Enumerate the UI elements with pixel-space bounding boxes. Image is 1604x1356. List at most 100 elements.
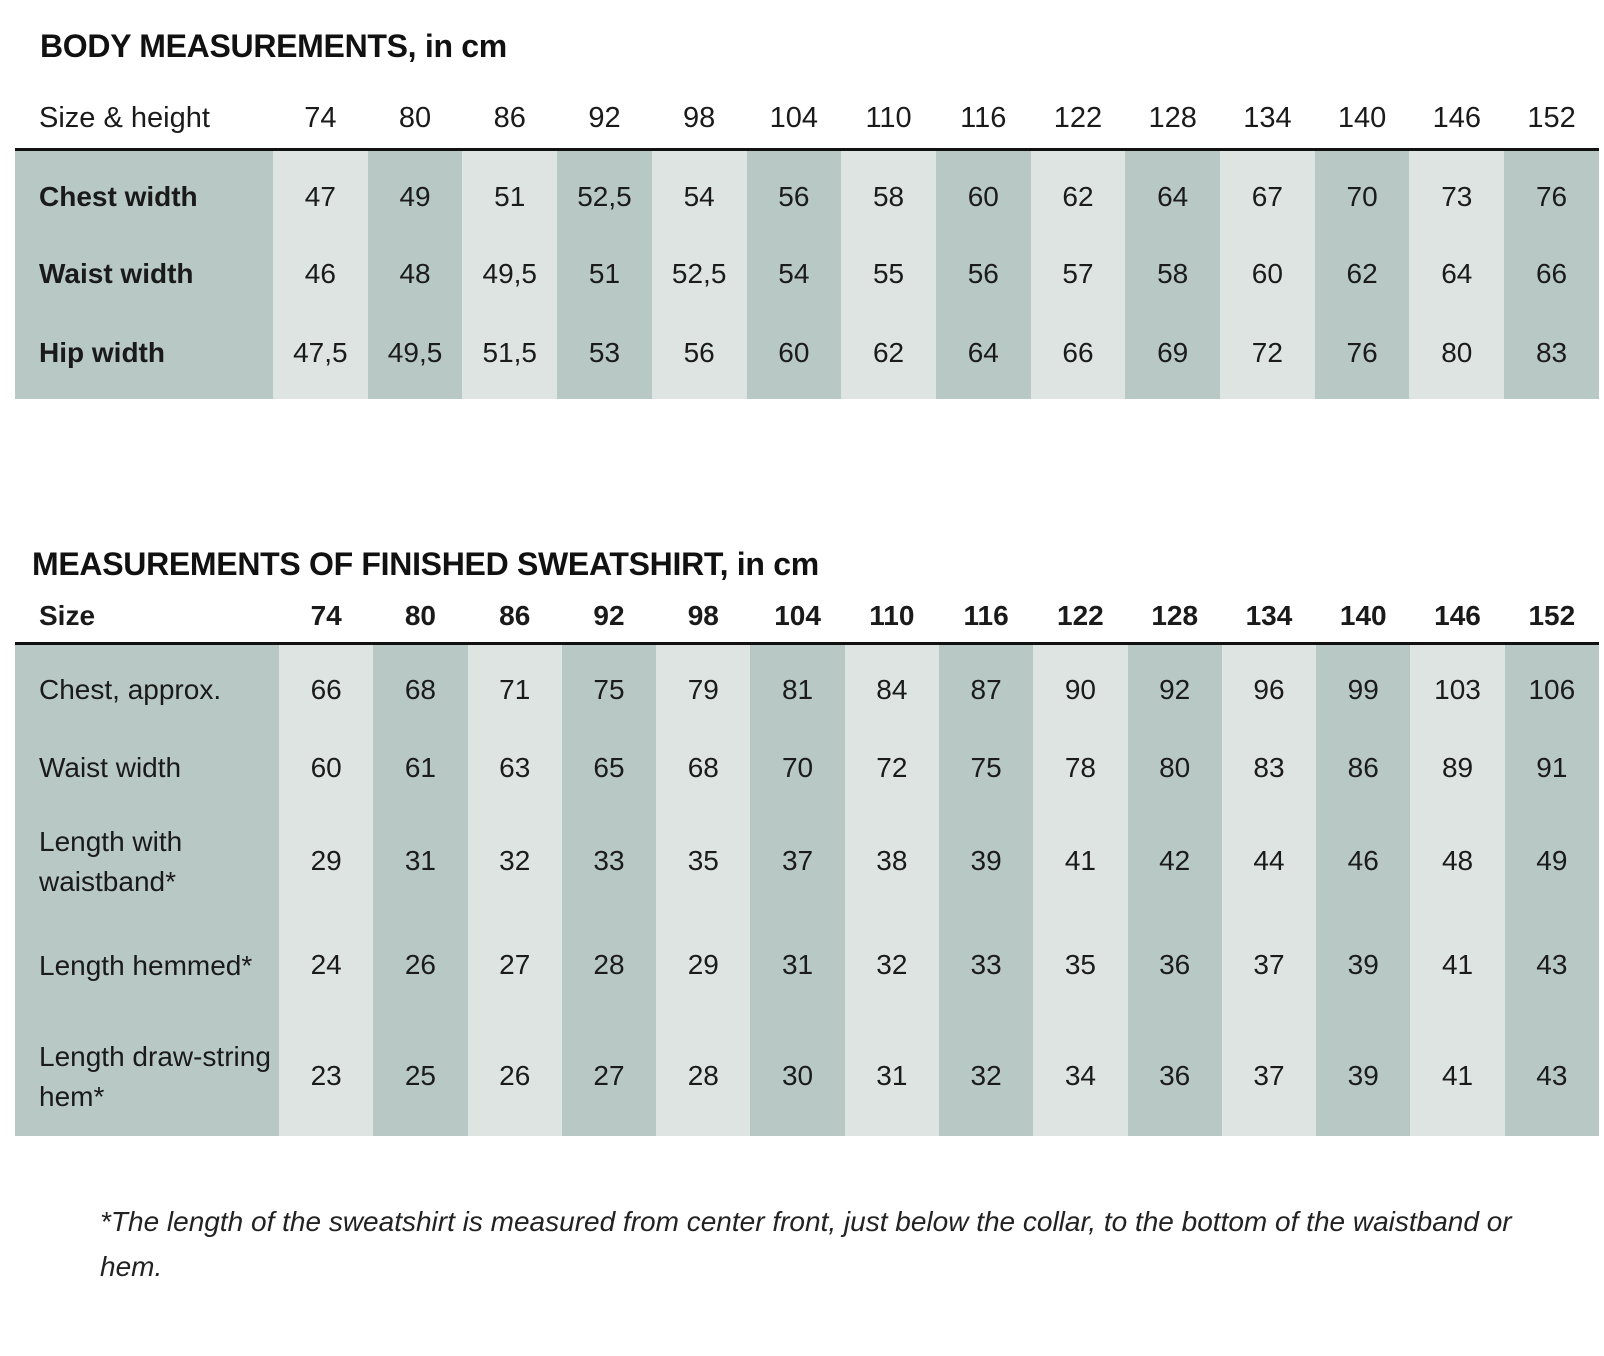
finished-measurements-title: MEASUREMENTS OF FINISHED SWEATSHIRT, in … <box>32 546 819 582</box>
table-cell: 52,5 <box>651 232 747 316</box>
table-cell: 39 <box>938 809 1034 914</box>
table-cell: 60 <box>1220 232 1315 316</box>
table-cell: 64 <box>1125 149 1221 233</box>
size-height-header: Size & height <box>15 90 273 151</box>
table-cell: 54 <box>651 149 747 233</box>
size-column-header: 86 <box>467 590 562 645</box>
table-cell: 37 <box>1221 913 1317 1018</box>
table-cell: 44 <box>1221 809 1317 914</box>
table-cell: 49,5 <box>462 232 558 316</box>
table-row: Length with waistband* 29 31 32 33 35 37 38 39 41… <box>15 809 1599 914</box>
table-cell: 37 <box>750 809 845 914</box>
table-cell: 36 <box>1127 913 1222 1018</box>
size-column-header: 122 <box>1033 590 1128 645</box>
row-label: Length with waistband* <box>15 809 279 914</box>
table-cell: 58 <box>1125 232 1221 316</box>
table-cell: 35 <box>1033 913 1128 1018</box>
table-cell: 54 <box>746 232 842 316</box>
table-cell: 61 <box>373 726 468 810</box>
table-cell: 43 <box>1504 1017 1599 1136</box>
table-cell: 66 <box>1504 232 1599 316</box>
table-cell: 64 <box>935 315 1031 399</box>
table-cell: 73 <box>1409 149 1505 233</box>
table-cell: 51 <box>557 232 652 316</box>
table-cell: 66 <box>1030 315 1126 399</box>
table-row: Waist width 46 48 49,5 51 52,5 54 55 56 57 58 60 62 6… <box>15 232 1599 316</box>
table-cell: 68 <box>373 643 468 727</box>
table-cell: 37 <box>1221 1017 1317 1136</box>
header-row: Size 74 80 86 92 98 104 110 116 122 128 134 140 146 1… <box>15 590 1599 645</box>
table-cell: 31 <box>373 809 468 914</box>
table-cell: 49 <box>367 149 463 233</box>
size-column-header: 128 <box>1127 590 1222 645</box>
table-cell: 60 <box>746 315 842 399</box>
table-cell: 39 <box>1316 913 1411 1018</box>
row-label: Waist width <box>15 726 279 810</box>
row-label: Chest, approx. <box>15 643 279 727</box>
table-cell: 80 <box>1409 315 1505 399</box>
size-column-header: 92 <box>561 590 657 645</box>
table-cell: 56 <box>935 232 1031 316</box>
table-cell: 49,5 <box>367 315 463 399</box>
table-cell: 48 <box>1410 809 1505 914</box>
table-cell: 53 <box>557 315 652 399</box>
table-cell: 58 <box>841 149 936 233</box>
table-cell: 43 <box>1504 913 1599 1018</box>
table-cell: 106 <box>1504 643 1599 727</box>
table-cell: 78 <box>1033 726 1128 810</box>
table-cell: 52,5 <box>557 149 652 233</box>
table-cell: 76 <box>1504 149 1599 233</box>
size-column-header: 134 <box>1220 90 1315 151</box>
table-cell: 60 <box>935 149 1031 233</box>
table-cell: 39 <box>1316 1017 1411 1136</box>
size-column-header: 116 <box>938 590 1034 645</box>
table-row: Chest width 47 49 51 52,5 54 56 58 60 62 64 67 70 73 7… <box>15 149 1599 233</box>
body-measurements-table: Size & height 74 80 86 92 98 104 110 116 122 128 1… <box>15 90 1599 399</box>
table-cell: 92 <box>1127 643 1222 727</box>
table-cell: 96 <box>1221 643 1317 727</box>
table-cell: 91 <box>1504 726 1599 810</box>
table-cell: 25 <box>373 1017 468 1136</box>
size-column-header: 98 <box>656 590 751 645</box>
size-column-header: 140 <box>1316 590 1411 645</box>
size-column-header: 152 <box>1504 90 1599 151</box>
table-cell: 86 <box>1316 726 1411 810</box>
row-label: Waist width <box>15 232 273 316</box>
table-cell: 33 <box>561 809 657 914</box>
table-cell: 68 <box>656 726 751 810</box>
table-cell: 83 <box>1221 726 1317 810</box>
header-row: Size & height 74 80 86 92 98 104 110 116 122 128 1… <box>15 90 1599 151</box>
size-column-header: 74 <box>279 590 374 645</box>
table-cell: 51,5 <box>462 315 558 399</box>
table-cell: 41 <box>1410 1017 1505 1136</box>
size-column-header: 110 <box>844 590 939 645</box>
table-cell: 33 <box>938 913 1034 1018</box>
size-column-header: 146 <box>1410 590 1505 645</box>
table-cell: 56 <box>746 149 842 233</box>
table-cell: 32 <box>844 913 939 1018</box>
size-column-header: 146 <box>1409 90 1505 151</box>
table-cell: 30 <box>750 1017 845 1136</box>
table-cell: 55 <box>841 232 936 316</box>
table-cell: 47 <box>273 149 368 233</box>
size-column-header: 92 <box>557 90 652 151</box>
table-cell: 99 <box>1316 643 1411 727</box>
table-cell: 80 <box>1127 726 1222 810</box>
table-cell: 34 <box>1033 1017 1128 1136</box>
table-cell: 83 <box>1504 315 1599 399</box>
table-cell: 70 <box>1314 149 1410 233</box>
table-cell: 29 <box>279 809 374 914</box>
table-cell: 42 <box>1127 809 1222 914</box>
table-cell: 79 <box>656 643 751 727</box>
table-cell: 28 <box>656 1017 751 1136</box>
row-label: Length draw-string hem* <box>15 1017 279 1136</box>
size-column-header: 80 <box>373 590 468 645</box>
size-column-header: 128 <box>1125 90 1221 151</box>
size-column-header: 110 <box>841 90 936 151</box>
size-column-header: 134 <box>1221 590 1317 645</box>
table-cell: 72 <box>844 726 939 810</box>
table-cell: 32 <box>938 1017 1034 1136</box>
table-cell: 75 <box>938 726 1034 810</box>
table-cell: 72 <box>1220 315 1315 399</box>
table-cell: 70 <box>750 726 845 810</box>
